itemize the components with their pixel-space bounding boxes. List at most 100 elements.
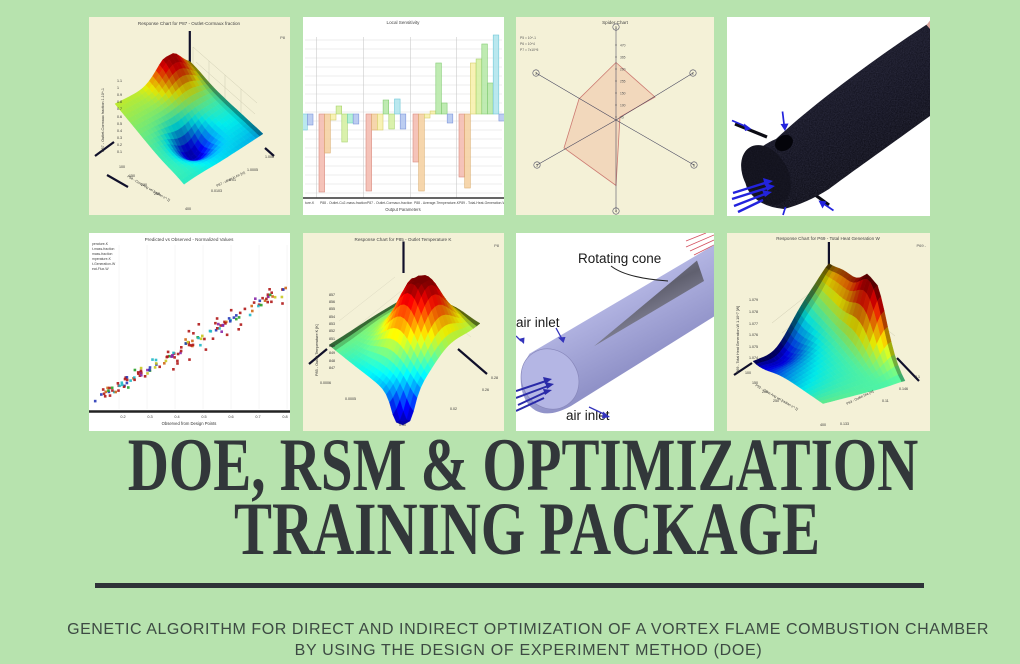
- svg-text:45: 45: [620, 115, 624, 119]
- svg-text:P5 = 10^-1: P5 = 10^-1: [520, 36, 536, 40]
- svg-text:Response Chart for P87 - Outle: Response Chart for P87 - Outlet-Cormaux …: [138, 21, 241, 26]
- svg-text:6: 6: [693, 163, 695, 167]
- svg-text:851: 851: [329, 337, 335, 341]
- svg-text:100: 100: [745, 371, 751, 375]
- svg-text:848: 848: [329, 359, 335, 363]
- svg-text:Observed from Design Points: Observed from Design Points: [162, 421, 217, 426]
- svg-text:0.1: 0.1: [117, 150, 122, 154]
- svg-text:0.9: 0.9: [117, 93, 122, 97]
- svg-text:854: 854: [329, 315, 335, 319]
- svg-text:air inlet: air inlet: [516, 315, 560, 330]
- svg-text:perature-K: perature-K: [92, 242, 109, 246]
- svg-text:0.0103: 0.0103: [211, 189, 222, 193]
- svg-text:0.26: 0.26: [482, 388, 489, 392]
- svg-text:Predicted vs Observed - Normal: Predicted vs Observed - Normalized Value…: [145, 237, 234, 242]
- svg-text:1.1: 1.1: [117, 79, 122, 83]
- svg-text:P6 = 10^4: P6 = 10^4: [520, 42, 535, 46]
- svg-text:255: 255: [620, 79, 626, 83]
- svg-text:400: 400: [820, 423, 826, 427]
- svg-text:P87 - Outlet-Cormaux-fraction: P87 - Outlet-Cormaux-fraction: [367, 201, 412, 205]
- svg-text:0.133: 0.133: [840, 422, 849, 426]
- svg-text:1.074: 1.074: [749, 356, 758, 360]
- svg-text:ture-K: ture-K: [305, 201, 315, 205]
- svg-text:853: 853: [329, 322, 335, 326]
- svg-text:P87 - Outlet-Cormaux fraction: P87 - Outlet-Cormaux fraction 1.10^-1: [101, 88, 105, 152]
- svg-text:t-Generation-W: t-Generation-W: [92, 262, 116, 266]
- svg-text:0.5: 0.5: [117, 122, 122, 126]
- svg-text:100: 100: [620, 103, 626, 107]
- svg-text:0.02: 0.02: [450, 407, 457, 411]
- svg-text:400: 400: [185, 207, 191, 211]
- svg-text:0.8: 0.8: [117, 100, 122, 104]
- svg-text:0.2: 0.2: [120, 415, 125, 419]
- svg-text:849: 849: [329, 351, 335, 355]
- svg-text:0.10: 0.10: [399, 423, 406, 427]
- svg-text:1.079: 1.079: [749, 298, 758, 302]
- svg-text:Local Sensitivity: Local Sensitivity: [387, 20, 421, 25]
- svg-text:4: 4: [615, 209, 617, 213]
- svg-text:t-mass-fraction: t-mass-fraction: [92, 247, 115, 251]
- svg-text:1.078: 1.078: [749, 310, 758, 314]
- svg-text:Spider Chart: Spider Chart: [602, 20, 629, 25]
- svg-text:1: 1: [615, 25, 617, 29]
- svg-text:1: 1: [117, 86, 119, 90]
- svg-text:1.077: 1.077: [749, 322, 758, 326]
- svg-text:150: 150: [129, 174, 135, 178]
- svg-text:Rotating cone: Rotating cone: [578, 251, 661, 266]
- svg-text:855: 855: [329, 307, 335, 311]
- svg-text:0.3: 0.3: [147, 415, 152, 419]
- svg-text:850: 850: [329, 344, 335, 348]
- svg-text:mass-fraction: mass-fraction: [92, 252, 112, 256]
- svg-text:0.6: 0.6: [228, 415, 233, 419]
- svg-text:856: 856: [329, 300, 335, 304]
- svg-text:150: 150: [620, 91, 626, 95]
- svg-text:0.5: 0.5: [201, 415, 206, 419]
- svg-text:852: 852: [329, 329, 335, 333]
- svg-text:P8: P8: [494, 243, 500, 248]
- svg-text:200: 200: [762, 390, 768, 394]
- svg-text:0.4: 0.4: [117, 129, 122, 133]
- svg-text:5: 5: [536, 163, 538, 167]
- svg-text:250: 250: [154, 192, 160, 196]
- svg-text:3: 3: [535, 71, 537, 75]
- svg-text:0.146: 0.146: [899, 387, 908, 391]
- svg-text:0.01: 0.01: [229, 178, 236, 182]
- svg-text:P69 - Total Heat Generation-W: P69 - Total Heat Generation-W 1.10^7 [W]: [736, 306, 740, 373]
- svg-text:1.008: 1.008: [265, 155, 274, 159]
- svg-text:0.6: 0.6: [117, 115, 122, 119]
- svg-text:0.1: 0.1: [915, 375, 920, 379]
- svg-text:150: 150: [752, 381, 758, 385]
- svg-text:250: 250: [773, 399, 779, 403]
- svg-text:P88 - Outlet-Co2-mass-fraction: P88 - Outlet-Co2-mass-fraction: [320, 201, 367, 205]
- svg-text:mperature-K: mperature-K: [92, 257, 112, 261]
- svg-text:200: 200: [141, 183, 147, 187]
- svg-text:0.28: 0.28: [491, 376, 498, 380]
- svg-text:eat-Flux-W: eat-Flux-W: [92, 267, 109, 271]
- svg-text:2: 2: [692, 71, 694, 75]
- svg-text:857: 857: [329, 293, 335, 297]
- svg-text:Response Chart for P85 - Outle: Response Chart for P85 - Outlet Temperat…: [355, 237, 453, 242]
- svg-text:0.0005: 0.0005: [345, 397, 356, 401]
- svg-text:0.8: 0.8: [282, 415, 287, 419]
- svg-text:0.11: 0.11: [882, 399, 889, 403]
- svg-text:0.7: 0.7: [117, 107, 122, 111]
- svg-text:100: 100: [119, 165, 125, 169]
- svg-text:470: 470: [620, 43, 626, 47]
- svg-text:P69 -: P69 -: [916, 243, 926, 248]
- svg-text:0.4: 0.4: [174, 415, 179, 419]
- svg-text:0.2: 0.2: [117, 143, 122, 147]
- svg-text:P89 - Total-Heat-Generation-W: P89 - Total-Heat-Generation-W: [459, 201, 504, 205]
- svg-text:1.0005: 1.0005: [247, 168, 258, 172]
- svg-text:Response Chart for P69 - Total: Response Chart for P69 - Total Heat Gene…: [776, 236, 880, 241]
- svg-text:0.0006: 0.0006: [320, 381, 331, 385]
- svg-text:P7 = 7x10^5: P7 = 7x10^5: [520, 48, 538, 52]
- svg-text:0.3: 0.3: [117, 136, 122, 140]
- svg-text:P88 - Average-Temperature-K: P88 - Average-Temperature-K: [414, 201, 460, 205]
- svg-text:P85 - Outlet Temperature K [K: P85 - Outlet Temperature K [K]: [315, 324, 319, 376]
- svg-text:0.7: 0.7: [255, 415, 260, 419]
- svg-text:847: 847: [329, 366, 335, 370]
- svg-text:365: 365: [620, 55, 626, 59]
- svg-text:Output Parameters: Output Parameters: [385, 207, 420, 212]
- svg-text:1.076: 1.076: [749, 333, 758, 337]
- svg-text:P8: P8: [280, 35, 286, 40]
